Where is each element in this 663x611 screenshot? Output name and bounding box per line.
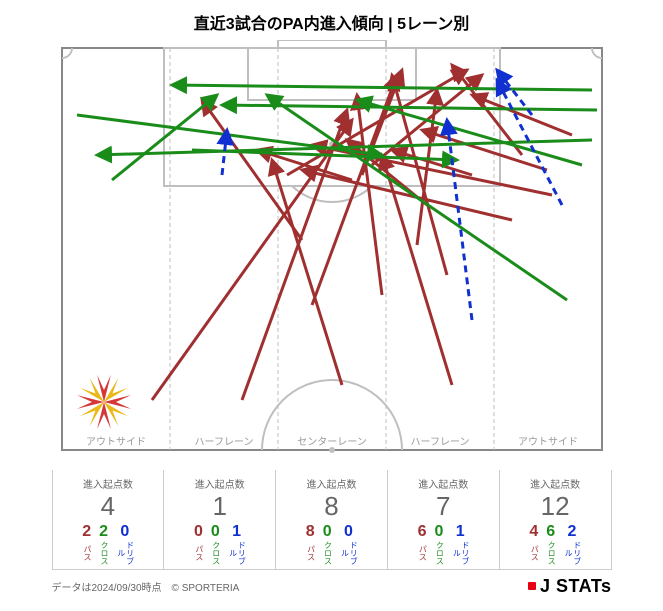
pass-col: 8パス [306, 523, 315, 565]
lane-stats-row: 進入起点数42パス2クロス0ドリブル進入起点数10パス0クロス1ドリブル進入起点… [52, 470, 612, 570]
stats-breakdown: 2パス 2クロス 0ドリブル [53, 523, 164, 565]
footer-text: データは2024/09/30時点 © SPORTERIA [52, 579, 240, 594]
cross-col: 2クロス [99, 523, 108, 565]
pitch-diagram: アウトサイド ハーフレーン センターレーン ハーフレーン アウトサイド [52, 40, 612, 470]
lane-stats-cell: 進入起点数 7 6パス 0クロス 1ドリブル [387, 470, 499, 569]
entry-arrow-pass [302, 170, 512, 220]
cross-col: 0クロス [434, 523, 443, 565]
stats-breakdown: 4パス 6クロス 2ドリブル [500, 523, 611, 565]
dribble-col: 0ドリブル [116, 523, 134, 565]
lane-stats-cell: 進入起点数 1 0パス 0クロス 1ドリブル [163, 470, 275, 569]
entry-arrow-pass [152, 120, 352, 400]
dribble-col: 1ドリブル [451, 523, 469, 565]
jstats-logo: J STATs [528, 576, 612, 597]
stats-total: 4 [53, 493, 164, 519]
pass-col: 2パス [82, 523, 91, 565]
lane-stats-cell: 進入起点数 8 8パス 0クロス 0ドリブル [275, 470, 387, 569]
lane-stats-cell: 進入起点数 12 4パス 6クロス 2ドリブル [499, 470, 611, 569]
entry-arrow-pass [272, 160, 342, 385]
stats-total: 7 [388, 493, 499, 519]
dribble-col: 0ドリブル [340, 523, 358, 565]
jstats-label: J STATs [540, 576, 612, 597]
cross-col: 0クロス [211, 523, 220, 565]
entry-arrow-cross [172, 85, 592, 90]
cross-col: 6クロス [546, 523, 555, 565]
lane-label: アウトサイド [518, 436, 578, 448]
stats-label: 進入起点数 [164, 476, 275, 491]
pass-col: 0パス [194, 523, 203, 565]
stats-label: 進入起点数 [388, 476, 499, 491]
entry-arrow-pass [392, 75, 447, 275]
entry-arrow-pass [202, 100, 302, 240]
stats-breakdown: 6パス 0クロス 1ドリブル [388, 523, 499, 565]
lane-label: アウトサイド [86, 436, 146, 448]
entry-arrow-pass [382, 155, 452, 385]
team-badge-icon [76, 375, 130, 429]
pass-col: 4パス [529, 523, 538, 565]
dribble-col: 2ドリブル [563, 523, 581, 565]
lane-label: ハーフレーン [194, 437, 253, 448]
lane-stats-cell: 進入起点数 4 2パス 2クロス 0ドリブル [53, 470, 164, 569]
dribble-col: 1ドリブル [228, 523, 246, 565]
stats-breakdown: 8パス 0クロス 0ドリブル [276, 523, 387, 565]
stats-total: 8 [276, 493, 387, 519]
pitch-svg: アウトサイド ハーフレーン センターレーン ハーフレーン アウトサイド [52, 40, 612, 470]
chart-title: 直近3試合のPA内進入傾向 | 5レーン別 [0, 0, 663, 40]
stats-total: 12 [500, 493, 611, 519]
stats-breakdown: 0パス 0クロス 1ドリブル [164, 523, 275, 565]
footer: データは2024/09/30時点 © SPORTERIA J STATs [52, 576, 612, 597]
stats-total: 1 [164, 493, 275, 519]
entry-arrow-pass [312, 145, 552, 195]
lane-label: ハーフレーン [410, 437, 469, 448]
stats-label: 進入起点数 [276, 476, 387, 491]
jstats-dot-icon [528, 582, 536, 590]
stats-label: 進入起点数 [53, 476, 164, 491]
stats-label: 進入起点数 [500, 476, 611, 491]
pass-col: 6パス [418, 523, 427, 565]
cross-col: 0クロス [323, 523, 332, 565]
lane-label: センターレーン [297, 436, 367, 448]
